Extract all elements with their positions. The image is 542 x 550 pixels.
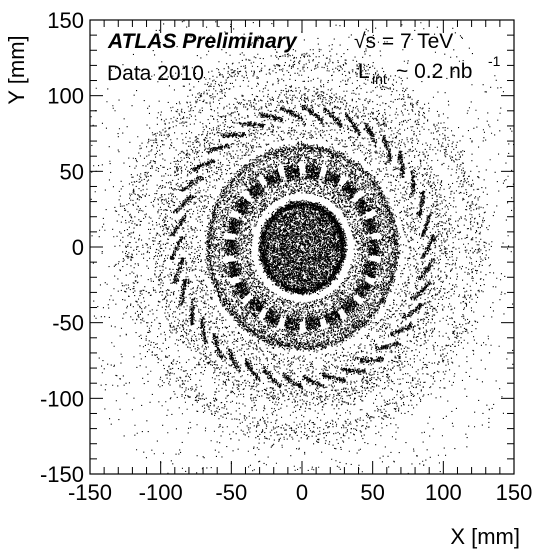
- y-tick-label: -150: [40, 462, 84, 487]
- y-tick-label: 100: [47, 84, 84, 109]
- y-tick-label: 50: [60, 159, 84, 184]
- axis-ticks: [89, 19, 515, 475]
- x-tick-labels: -150 -100 -50 0 50 100 150: [68, 480, 532, 505]
- experiment-label: ATLAS Preliminary: [107, 30, 298, 53]
- x-tick-label: 100: [425, 480, 462, 505]
- luminosity-label: L int ~ 0.2 nb -1: [358, 53, 501, 87]
- x-axis-title: X [mm]: [450, 524, 520, 549]
- lumi-prefix: L: [358, 60, 370, 83]
- beam-spot: [300, 245, 304, 249]
- x-tick-label: 0: [296, 480, 308, 505]
- structure-markers: [300, 245, 304, 249]
- y-tick-label: 150: [47, 8, 84, 33]
- lumi-exponent: -1: [488, 53, 501, 69]
- energy-label: √s = 7 TeV: [354, 30, 453, 53]
- x-tick-label: 50: [360, 480, 384, 505]
- y-tick-label: -50: [52, 311, 84, 336]
- lumi-value: ~ 0.2 nb: [396, 60, 472, 83]
- y-axis-title: Y [mm]: [4, 35, 29, 104]
- y-tick-label: 0: [72, 235, 84, 260]
- x-tick-label: 150: [496, 480, 533, 505]
- y-tick-labels: -150 -100 -50 0 50 100 150: [40, 8, 84, 487]
- x-tick-label: -150: [68, 480, 112, 505]
- lumi-subscript: int: [372, 71, 387, 87]
- x-tick-label: -100: [139, 480, 183, 505]
- x-tick-label: -50: [215, 480, 247, 505]
- y-tick-label: -100: [40, 386, 84, 411]
- dataset-label: Data 2010: [107, 62, 204, 85]
